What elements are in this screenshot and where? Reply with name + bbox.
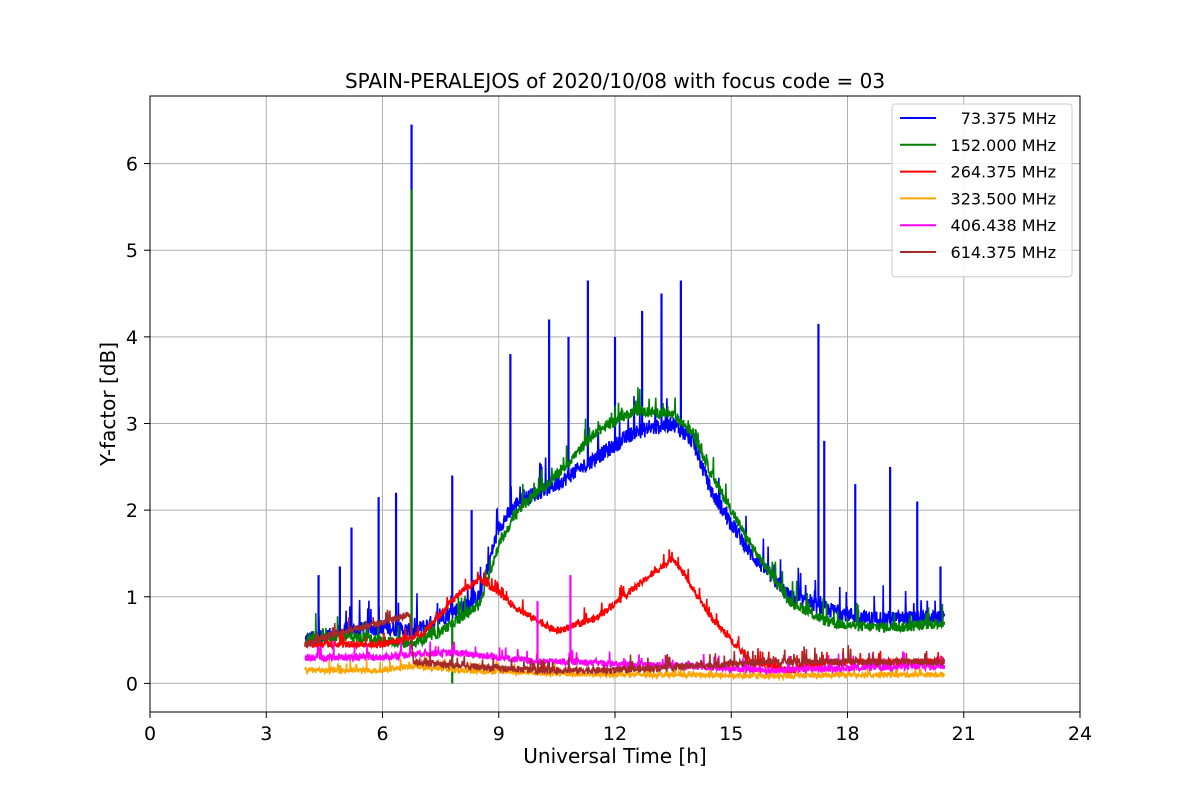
- y-axis-label: Y-factor [dB]: [96, 342, 120, 467]
- y-tick-label: 5: [126, 240, 138, 262]
- legend: 73.375 MHz 152.000 MHz 264.375 MHz 323.500 …: [891, 103, 1073, 278]
- x-tick-label: 9: [493, 723, 505, 745]
- plot-series: [304, 124, 946, 684]
- legend-label: 73.375 MHz: [961, 109, 1056, 128]
- x-tick-label: 18: [835, 723, 859, 745]
- legend-label: 406.438 MHz: [951, 216, 1056, 235]
- x-tick-label: 21: [952, 723, 976, 745]
- series-line: [304, 608, 946, 677]
- y-tick-label: 3: [126, 413, 138, 435]
- y-tick-label: 6: [126, 154, 138, 176]
- chart-title: SPAIN-PERALEJOS of 2020/10/08 with focus…: [345, 69, 885, 93]
- y-tick-label: 0: [126, 673, 138, 695]
- x-tick-label: 3: [260, 723, 272, 745]
- legend-label: 152.000 MHz: [951, 136, 1056, 155]
- x-tick-label: 24: [1068, 723, 1092, 745]
- legend-label: 264.375 MHz: [951, 163, 1056, 182]
- series-line: [304, 654, 946, 682]
- legend-label: 614.375 MHz: [951, 243, 1056, 262]
- y-tick-label: 1: [126, 587, 138, 609]
- x-tick-label: 15: [719, 723, 743, 745]
- x-axis: 0 3 6 9 12 15 18 21 24: [144, 712, 1092, 745]
- x-tick-label: 0: [144, 723, 156, 745]
- y-tick-label: 2: [126, 500, 138, 522]
- series-line: [304, 387, 946, 650]
- x-axis-label: Universal Time [h]: [523, 744, 706, 768]
- y-axis: 0 1 2 3 4 5 6: [126, 154, 150, 695]
- x-tick-label: 12: [603, 723, 627, 745]
- legend-box: [891, 103, 1073, 278]
- legend-label: 323.500 MHz: [951, 189, 1056, 208]
- x-tick-label: 6: [376, 723, 388, 745]
- y-tick-label: 4: [126, 327, 138, 349]
- series-line: [304, 396, 946, 646]
